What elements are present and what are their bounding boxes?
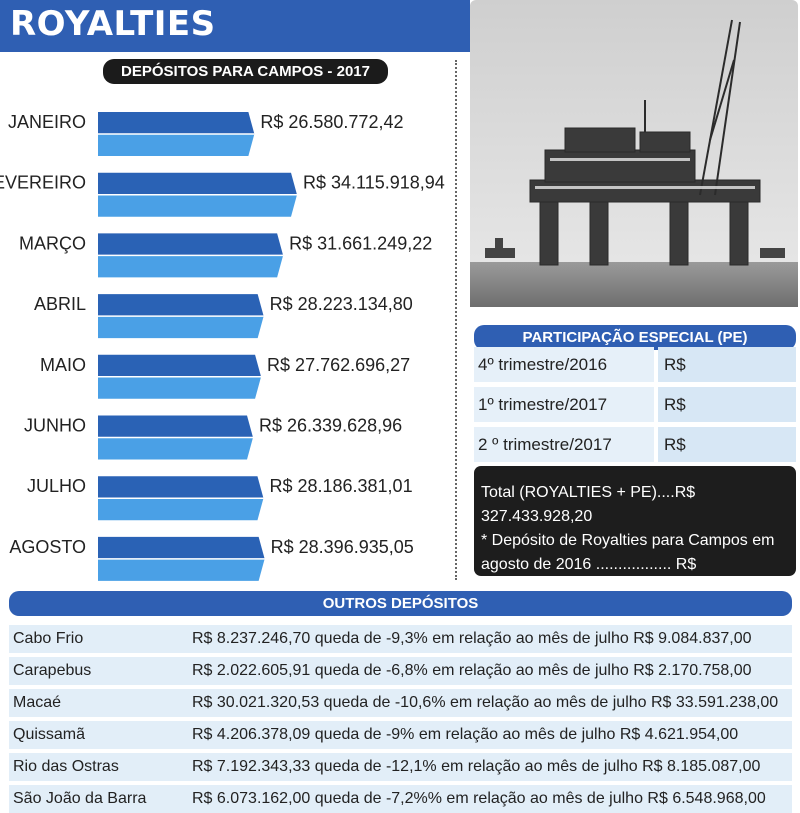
outros-text: R$ 2.022.605,91 queda de -6,8% em relaçã… bbox=[192, 662, 752, 679]
bar-chart: JANEIRO R$ 26.580.772,42 FEVEREIRO R$ 34.11… bbox=[0, 112, 445, 581]
total-box: Total (ROYALTIES + PE)....R$ 327.433.928… bbox=[474, 466, 796, 597]
bar-shade bbox=[98, 376, 262, 399]
value-label: R$ 31.661.249,22 bbox=[289, 233, 432, 253]
pe-row: 4º trimestre/2016 R$ 35.419.724,96 bbox=[474, 347, 796, 409]
pe-value: R$ 38.300.879,19 bbox=[658, 387, 796, 449]
month-label: ABRIL bbox=[34, 294, 86, 314]
outros-city: São João da Barra bbox=[13, 790, 147, 807]
outros-row: Carapebus R$ 2.022.605,91 queda de -6,8%… bbox=[9, 657, 792, 685]
pe-period: 4º trimestre/2016 bbox=[474, 347, 654, 382]
month-label: JANEIRO bbox=[8, 112, 86, 132]
month-label: MARÇO bbox=[19, 233, 86, 253]
bar-shade bbox=[98, 255, 284, 278]
bar bbox=[98, 354, 262, 377]
outros-row: São João da Barra R$ 6.073.162,00 queda … bbox=[9, 785, 792, 813]
title-banner: ROYALTIES bbox=[0, 0, 470, 52]
page-title: ROYALTIES bbox=[10, 4, 216, 44]
pe-period: 2 º trimestre/2017 bbox=[474, 427, 654, 462]
month-label: JUNHO bbox=[24, 416, 86, 436]
pe-period: 1º trimestre/2017 bbox=[474, 387, 654, 422]
month-label: FEVEREIRO bbox=[0, 173, 86, 193]
bar-group: FEVEREIRO R$ 34.115.918,94 bbox=[0, 172, 445, 217]
bar bbox=[98, 294, 264, 317]
bar-group: JANEIRO R$ 26.580.772,42 bbox=[8, 112, 403, 156]
outros-row: Rio das Ostras R$ 7.192.343,33 queda de … bbox=[9, 753, 792, 781]
oil-platform-photo bbox=[470, 0, 798, 307]
bar-shade bbox=[98, 437, 254, 460]
outros-row: Cabo Frio R$ 8.237.246,70 queda de -9,3%… bbox=[9, 625, 792, 653]
outros-city: Quissamã bbox=[13, 726, 86, 743]
bar bbox=[98, 415, 254, 438]
outros-row: Macaé R$ 30.021.320,53 queda de -10,6% e… bbox=[9, 689, 792, 717]
chart-title: DEPÓSITOS PARA CAMPOS - 2017 bbox=[103, 59, 388, 84]
value-label: R$ 28.223.134,80 bbox=[270, 294, 413, 314]
pe-value: R$ 22.546.607,38 bbox=[658, 427, 796, 489]
bar-group: AGOSTO R$ 28.396.935,05 bbox=[9, 536, 414, 581]
outros-text: R$ 6.073.162,00 queda de -7,2%% em relaç… bbox=[192, 790, 766, 807]
bar bbox=[98, 233, 284, 256]
month-label: JULHO bbox=[27, 476, 86, 496]
bar-group: MARÇO R$ 31.661.249,22 bbox=[19, 233, 432, 278]
month-label: AGOSTO bbox=[9, 537, 86, 557]
outros-city: Macaé bbox=[13, 694, 62, 711]
pe-row: 2 º trimestre/2017 R$ 22.546.607,38 bbox=[474, 427, 796, 489]
bar-group: JULHO R$ 28.186.381,01 bbox=[27, 476, 413, 521]
value-label: R$ 27.762.696,27 bbox=[267, 355, 410, 375]
outros-header: OUTROS DEPÓSITOS bbox=[9, 591, 792, 616]
month-label: MAIO bbox=[40, 355, 86, 375]
value-label: R$ 28.396.935,05 bbox=[271, 537, 414, 557]
outros-city: Carapebus bbox=[13, 662, 92, 679]
outros-text: R$ 7.192.343,33 queda de -12,1% em relaç… bbox=[192, 758, 761, 775]
bar-shade bbox=[98, 498, 264, 521]
bar-shade bbox=[98, 134, 255, 156]
bar bbox=[98, 172, 297, 195]
pe-value: R$ 35.419.724,96 bbox=[658, 347, 796, 409]
bar bbox=[98, 536, 265, 559]
total-line: Total (ROYALTIES + PE)....R$ 327.433.928… bbox=[481, 484, 696, 525]
bar bbox=[98, 112, 255, 134]
value-label: R$ 26.339.628,96 bbox=[259, 416, 402, 436]
bar-shade bbox=[98, 316, 264, 339]
outros-city: Rio das Ostras bbox=[13, 758, 119, 775]
bar-shade bbox=[98, 194, 297, 217]
outros-row: Quissamã R$ 4.206.378,09 queda de -9% em… bbox=[9, 721, 792, 749]
outros-text: R$ 8.237.246,70 queda de -9,3% em relaçã… bbox=[192, 630, 752, 647]
pe-table-header: PARTICIPAÇÃO ESPECIAL (PE) bbox=[474, 325, 796, 350]
bar bbox=[98, 476, 264, 499]
outros-text: R$ 4.206.378,09 queda de -9% em relação … bbox=[192, 726, 739, 743]
dotted-divider bbox=[455, 60, 457, 580]
value-label: R$ 28.186.381,01 bbox=[269, 476, 412, 496]
bar-shade bbox=[98, 558, 265, 581]
outros-text: R$ 30.021.320,53 queda de -10,6% em rela… bbox=[192, 694, 779, 711]
bar-group: ABRIL R$ 28.223.134,80 bbox=[34, 294, 413, 339]
value-label: R$ 26.580.772,42 bbox=[260, 112, 403, 132]
pe-row: 1º trimestre/2017 R$ 38.300.879,19 bbox=[474, 387, 796, 449]
outros-city: Cabo Frio bbox=[13, 630, 84, 647]
value-label: R$ 34.115.918,94 bbox=[303, 173, 445, 193]
bar-group: MAIO R$ 27.762.696,27 bbox=[40, 354, 410, 399]
total-note: * Depósito de Royalties para Campos em bbox=[481, 532, 775, 549]
bar-group: JUNHO R$ 26.339.628,96 bbox=[24, 415, 402, 460]
